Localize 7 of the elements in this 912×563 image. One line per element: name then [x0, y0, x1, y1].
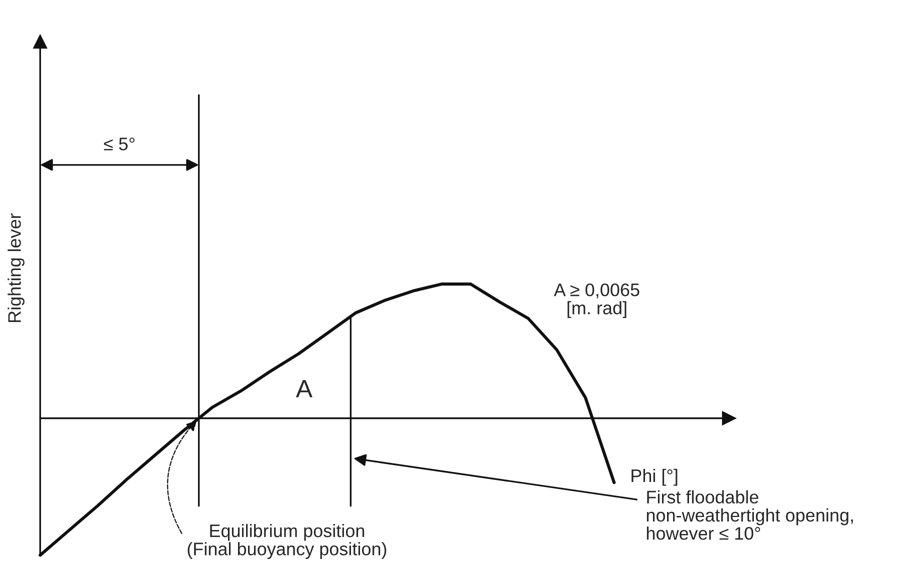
text: ≤ 5°: [104, 138, 135, 150]
annotation: A: [296, 380, 312, 398]
y-axis-title: Righting lever: [8, 213, 24, 322]
text: First floodable non-weathertight opening, however ≤ 10°: [646, 490, 853, 540]
annotation: A ≥ 0,0065 [m. rad]: [554, 283, 640, 318]
annotation: Equilibrium position (Final buoyancy position): [188, 524, 386, 559]
x-axis-title: Phi [°]: [632, 468, 678, 486]
